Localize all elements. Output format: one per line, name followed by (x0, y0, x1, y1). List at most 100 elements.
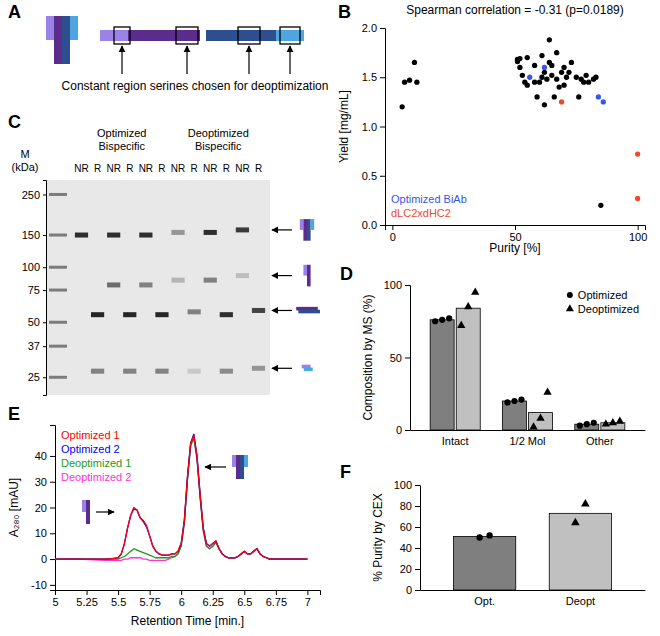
tick: 25 (28, 371, 46, 383)
tick-mark (50, 508, 55, 509)
tick: 0 (396, 424, 410, 436)
tick-label: 100 (629, 231, 647, 243)
replicate-point (581, 499, 590, 506)
icon-part (62, 16, 70, 64)
tick: 20 (400, 563, 420, 575)
point (517, 65, 522, 70)
icon-part (300, 219, 304, 230)
icon (46, 16, 78, 64)
replicate-point (571, 518, 580, 525)
tick-mark (50, 559, 55, 560)
point (554, 77, 559, 82)
axis-line (386, 226, 646, 231)
point (537, 80, 542, 85)
band (155, 369, 168, 374)
tick-mark (415, 506, 420, 507)
tick: 100 (629, 225, 647, 243)
lane-label: NR (74, 163, 88, 174)
tick-mark (415, 569, 420, 570)
tick-label: 0 (396, 424, 402, 436)
panel-letter: C (8, 112, 21, 132)
band-icons (272, 219, 320, 371)
icon-part (303, 219, 307, 241)
legend-symbol (566, 304, 574, 311)
lines (55, 434, 307, 560)
tick: 150 (22, 229, 46, 241)
point (581, 80, 586, 85)
replicate-point (486, 532, 492, 538)
tick-label: -10 (31, 579, 47, 591)
axis-line (405, 286, 411, 431)
yticks-axis: 020406080100 (394, 479, 421, 596)
tick-label: 60 (400, 521, 412, 533)
tick-label: 5.5 (111, 596, 126, 608)
tick-label: 5 (52, 596, 58, 608)
site-box (280, 27, 300, 44)
marker-band (49, 376, 67, 379)
tick: 1.0 (362, 121, 385, 133)
band (107, 282, 120, 287)
tick-label: 2.0 (362, 22, 377, 34)
axis-line (43, 181, 47, 396)
replicate-point (536, 414, 544, 421)
tick: Opt. (474, 595, 495, 607)
lane-label: R (94, 163, 101, 174)
axis-title: A₂₈₀ [mAU] (7, 478, 21, 537)
tick-label: 30 (35, 476, 47, 488)
yticks-axis: 0.00.51.01.52.0 (362, 22, 386, 231)
axis-title: Yield [mg/mL] (337, 90, 351, 163)
site-box (176, 27, 198, 44)
band (252, 366, 265, 371)
point (525, 82, 530, 87)
tick-label: 20 (400, 563, 412, 575)
tick: 100 (394, 479, 420, 491)
tick-label: 20 (35, 502, 47, 514)
band (236, 273, 249, 278)
tick-label: 25 (28, 371, 40, 383)
replicate-point (432, 318, 438, 324)
lane-label: R (223, 163, 230, 174)
replicate-point (504, 399, 510, 405)
tick-label: 250 (22, 188, 40, 200)
tick-mark (380, 176, 385, 177)
tick-mark (415, 548, 420, 549)
tick-label: Intact (442, 435, 469, 447)
tick: 1/2 Mol (509, 435, 545, 447)
tick-label: 6.75 (266, 596, 287, 608)
icon-part (304, 368, 313, 372)
annotation: Constant region serines chosen for deopt… (62, 79, 329, 93)
point (635, 196, 640, 201)
tick: 10 (35, 527, 55, 539)
point (549, 73, 554, 78)
band (91, 369, 104, 374)
replicate-point (464, 302, 472, 309)
tick-mark (638, 225, 639, 230)
tick-mark (50, 456, 55, 457)
tick: 100 (22, 261, 46, 273)
bar (430, 320, 454, 430)
tick: Intact (442, 435, 469, 447)
tick-label: 6 (179, 596, 185, 608)
arrow (272, 229, 292, 230)
tick-mark (405, 285, 410, 286)
tick: 5.5 (111, 590, 126, 608)
replicate-point (616, 416, 624, 423)
marker-band (49, 321, 67, 324)
tick-mark (405, 358, 410, 359)
arrow (289, 46, 290, 74)
band (139, 233, 152, 238)
replicate-point (457, 321, 465, 328)
icon-part (236, 455, 240, 479)
site-box (114, 27, 130, 44)
tick-mark (213, 590, 214, 595)
tick-mark (181, 590, 182, 595)
icon (302, 365, 313, 371)
site-box (238, 27, 260, 44)
replicate-point (529, 422, 537, 429)
axis-line (50, 426, 56, 591)
bars (454, 499, 612, 590)
tick-label: 5.75 (139, 596, 160, 608)
lane-label: R (126, 163, 133, 174)
band (91, 312, 104, 317)
tick-mark (415, 590, 420, 591)
